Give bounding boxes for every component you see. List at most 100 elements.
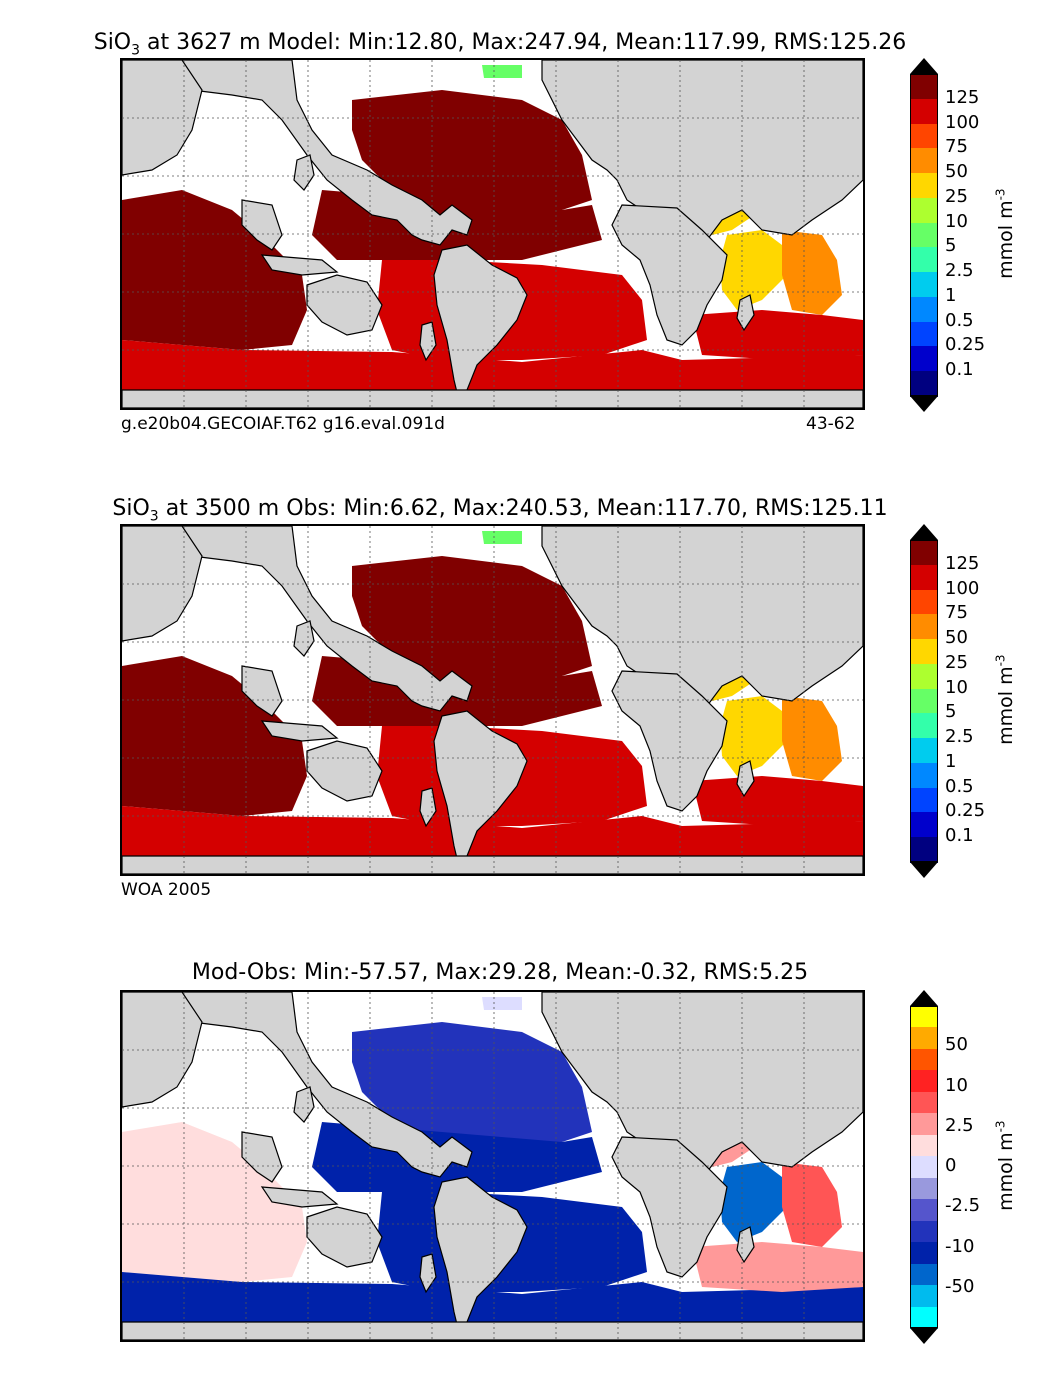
map-plot (120, 58, 865, 410)
colorbar-segment (910, 222, 938, 248)
panel-title: SiO3 at 3500 m Obs: Min:6.62, Max:240.53… (112, 496, 888, 525)
colorbar-tick-label: 5 (945, 235, 957, 257)
indian-ocean-field (122, 1122, 307, 1282)
colorbar-tick-label: 75 (945, 602, 968, 624)
colorbar-unit-label: mmol m-3 (993, 188, 1017, 279)
colorbar-segment (910, 272, 938, 298)
colorbar-unit-label: mmol m-3 (993, 1120, 1017, 1211)
landmass-asiaEdgeLeft (122, 526, 203, 642)
indian-ocean-field (122, 656, 307, 816)
south-atlantic-east-field (782, 1162, 842, 1247)
colorbar-tick-label: 2.5 (945, 260, 974, 282)
colorbar-segment (910, 247, 938, 273)
landmass-madagascar (736, 1226, 755, 1264)
north-pacific-field (352, 90, 592, 210)
colorbar-segment (910, 762, 938, 789)
north-pacific-field (352, 556, 592, 676)
colorbar-segment (910, 371, 938, 397)
southern-ocean-field (122, 1272, 863, 1322)
arctic-field (142, 60, 863, 78)
colorbar-segment (910, 787, 938, 814)
graticule (122, 526, 863, 874)
colorbar-segment (910, 688, 938, 714)
colorbar-tick-label: -10 (945, 1235, 975, 1257)
colorbar-frame (910, 1006, 938, 1328)
colorbar: 125 100 75 50 25 10 5 2.5 1 0.5 0.25 0.1 (910, 524, 985, 878)
map-plot (120, 990, 865, 1342)
colorbar-tick-label: -50 (945, 1275, 975, 1297)
colorbar-tick-label: 75 (945, 136, 968, 158)
colorbar-tick-label: 125 (945, 86, 980, 108)
atlantic-south-band-field (692, 1242, 863, 1292)
colorbar-segment (910, 1156, 938, 1179)
colorbar-segment (910, 589, 938, 615)
south-atlantic-east-field (782, 696, 842, 781)
colorbar-segment (910, 639, 938, 665)
map-plot (120, 524, 865, 876)
southern-ocean-field (122, 806, 863, 856)
colorbar-extend-min (910, 396, 938, 412)
colorbar-segment (910, 1134, 938, 1157)
colorbar-segment (910, 1199, 938, 1222)
graticule (122, 60, 863, 408)
colorbar-segment (910, 1048, 938, 1071)
landmass-antarctica (122, 389, 863, 408)
colorbar-extend-max (910, 990, 938, 1006)
colorbar-tick-label: 10 (945, 1074, 968, 1096)
colorbar-extend-min (910, 862, 938, 878)
landmass-indonesia (260, 720, 339, 742)
colorbar-segment (910, 1027, 938, 1050)
colorbar-segment (910, 1113, 938, 1136)
colorbar-tick-label: 25 (945, 185, 968, 207)
landmass-namerica (122, 526, 473, 712)
landmass-samerica (433, 710, 528, 873)
landmass-samerica (433, 244, 528, 407)
panel-difference: Mod-Obs: Min:-57.57, Max:29.28, Mean:-0.… (0, 932, 1054, 1392)
arctic-field (142, 992, 863, 1010)
colorbar-extend-max (910, 524, 938, 540)
south-atlantic-west-field (720, 696, 787, 776)
colorbar: 50 10 2.5 0 -2.5 -10 -50 (910, 990, 980, 1344)
colorbar-segment (910, 197, 938, 224)
landmass-indonesia (260, 1186, 339, 1208)
colorbar-segment (910, 1006, 938, 1029)
colorbar-segment (910, 663, 938, 690)
landmass-namerica (122, 992, 473, 1178)
colorbar-tick-label: 2.5 (945, 1114, 974, 1136)
panel-model: SiO3 at 3627 m Model: Min:12.80, Max:247… (0, 0, 1054, 460)
landmass-madagascar (736, 760, 755, 798)
north-pacific-field (352, 1022, 592, 1142)
panel-obs: SiO3 at 3500 m Obs: Min:6.62, Max:240.53… (0, 466, 1054, 926)
colorbar-tick-label: 0.5 (945, 775, 974, 797)
colorbar-tick-label: 100 (945, 577, 980, 599)
colorbar-segment (910, 321, 938, 348)
colorbar-tick-label: 0.25 (945, 800, 986, 822)
colorbar-segment (910, 540, 938, 566)
south-atlantic-west-field (720, 230, 787, 310)
colorbar-tick-label: 2.5 (945, 726, 974, 748)
colorbar-segment (910, 1306, 938, 1329)
colorbar-segment (910, 1070, 938, 1093)
colorbar-segment (910, 564, 938, 591)
colorbar-tick-label: 50 (945, 161, 968, 183)
colorbar-segment (910, 1220, 938, 1243)
landmass-indochina (241, 1131, 283, 1183)
colorbar-tick-label: 5 (945, 701, 957, 723)
colorbar-tick-label: 50 (945, 1034, 968, 1056)
panel-title: SiO3 at 3627 m Model: Min:12.80, Max:247… (93, 30, 907, 59)
landmass-asiaEdgeLeft (122, 992, 203, 1108)
colorbar-tick-label: 1 (945, 750, 957, 772)
landmass-antarctica (122, 1321, 863, 1340)
colorbar-unit-label: mmol m-3 (993, 654, 1017, 745)
landmass-indochina (241, 665, 283, 717)
colorbar-segment (910, 1285, 938, 1308)
landmass-africa (611, 204, 728, 346)
colorbar-extend-max (910, 58, 938, 74)
landmass-indonesia (260, 254, 339, 276)
colorbar-segment (910, 148, 938, 174)
colorbar-tick-label: 10 (945, 210, 968, 232)
landmass-africa (611, 670, 728, 812)
colorbar-segment (910, 738, 938, 764)
landmass-namerica (122, 60, 473, 246)
colorbar-tick-label: 50 (945, 627, 968, 649)
